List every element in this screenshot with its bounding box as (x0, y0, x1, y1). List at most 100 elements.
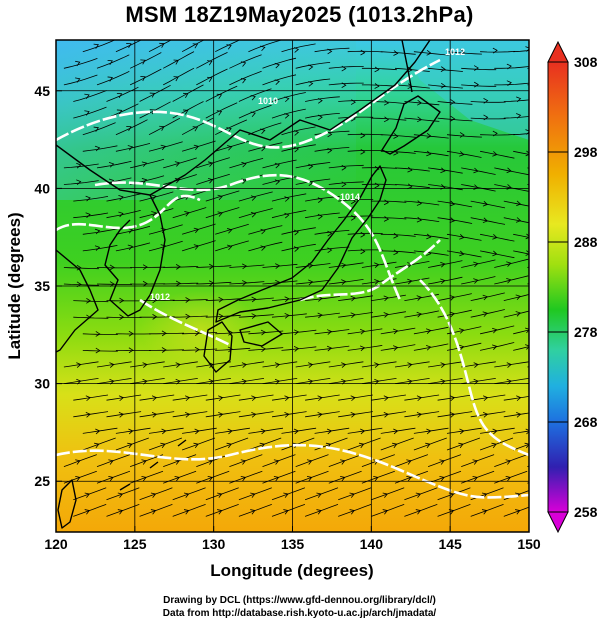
streamline (129, 68, 162, 86)
streamline-arrow (284, 212, 290, 219)
streamline (461, 67, 497, 71)
streamline (163, 282, 199, 285)
streamline-arrow (127, 442, 133, 449)
streamline-arrow (95, 347, 101, 354)
streamline-arrow (75, 60, 81, 67)
streamline-arrow (450, 99, 456, 105)
streamline (546, 43, 580, 51)
streamline-arrow (317, 197, 323, 203)
streamline-arrow (459, 250, 465, 257)
streamline-arrow (284, 312, 290, 319)
streamline-arrow (415, 509, 422, 515)
streamline-arrow (84, 509, 91, 515)
streamline (196, 157, 230, 169)
streamline (73, 316, 109, 319)
streamline-arrow (505, 459, 511, 465)
streamline (380, 150, 416, 154)
streamline-arrow (440, 66, 446, 72)
streamline (413, 343, 449, 351)
streamline (115, 40, 142, 53)
streamline-arrow (440, 82, 446, 89)
streamline (73, 212, 109, 219)
streamline-arrow (116, 109, 123, 115)
streamline-arrow (108, 459, 114, 465)
streamline (413, 51, 449, 56)
streamline-arrow (506, 80, 512, 86)
streamline-arrow (241, 161, 247, 168)
streamline-arrow (142, 378, 148, 385)
streamline (139, 84, 171, 102)
streamline-arrow (85, 395, 91, 402)
streamline (295, 78, 331, 86)
streamline (248, 122, 282, 136)
streamline-arrow (316, 509, 322, 515)
streamline-arrow (382, 492, 389, 498)
streamline-arrow (473, 184, 479, 190)
streamline-arrow (174, 475, 180, 482)
streamline-arrow (151, 412, 158, 418)
streamline-arrow (416, 412, 422, 418)
streamline-arrow (374, 66, 380, 73)
plot-area: 1010 1014 1012 1012 (56, 40, 580, 532)
streamline-arrow (506, 167, 512, 174)
streamline-arrow (459, 428, 465, 435)
streamline (295, 178, 331, 185)
streamline (205, 102, 238, 119)
streamline-arrow (326, 345, 333, 352)
streamline (461, 84, 497, 87)
streamline (196, 52, 228, 69)
streamline (163, 67, 195, 86)
streamline-arrow (440, 167, 446, 174)
streamline (281, 243, 316, 252)
streamline-arrow (340, 459, 346, 465)
streamline-arrow (472, 475, 478, 482)
streamline-arrow (159, 125, 165, 131)
y-tick-label: 35 (34, 278, 50, 294)
streamline-arrow (327, 247, 333, 254)
streamline-arrow (473, 278, 479, 284)
streamline-arrow (327, 48, 333, 55)
streamline (248, 225, 283, 235)
streamline (428, 276, 463, 285)
streamline-arrow (350, 312, 356, 319)
streamline (394, 184, 430, 189)
isobar (419, 279, 529, 457)
streamline (461, 184, 496, 192)
streamline-arrow (84, 110, 90, 116)
streamline (380, 250, 416, 254)
streamline (347, 328, 383, 335)
streamline-arrow (316, 492, 322, 498)
coastline (104, 194, 166, 317)
streamline-arrow (449, 217, 455, 223)
streamline-arrow (341, 279, 347, 285)
streamline (361, 261, 397, 268)
colorbar-tick-label: 258 (574, 504, 598, 520)
streamline-arrow (416, 395, 422, 402)
streamline (347, 50, 383, 53)
streamline-arrow (416, 200, 422, 206)
streamline (328, 279, 364, 285)
streamline-arrow (174, 161, 181, 167)
x-axis-label: Longitude (degrees) (210, 561, 373, 580)
streamline-arrow (416, 99, 423, 106)
streamline-arrow (473, 65, 479, 71)
streamline-arrow (227, 329, 233, 336)
streamline-arrow (149, 92, 156, 98)
streamline-arrow (207, 459, 214, 465)
streamline-arrow (317, 97, 323, 104)
streamline-arrow (152, 314, 158, 320)
streamline-arrow (217, 509, 223, 515)
streamline (248, 330, 284, 335)
streamline (328, 66, 364, 69)
streamline-arrow (473, 362, 479, 368)
streamline-arrow (85, 195, 91, 202)
streamline-arrow (173, 76, 179, 82)
streamline-arrow (75, 459, 81, 465)
streamline-arrow (93, 126, 99, 132)
streamline-arrow (94, 228, 101, 235)
streamline-arrow (327, 147, 333, 154)
streamline-arrow (525, 129, 529, 135)
streamline-arrow (284, 395, 290, 402)
streamline-arrow (194, 428, 200, 435)
streamline-arrow (173, 59, 179, 65)
